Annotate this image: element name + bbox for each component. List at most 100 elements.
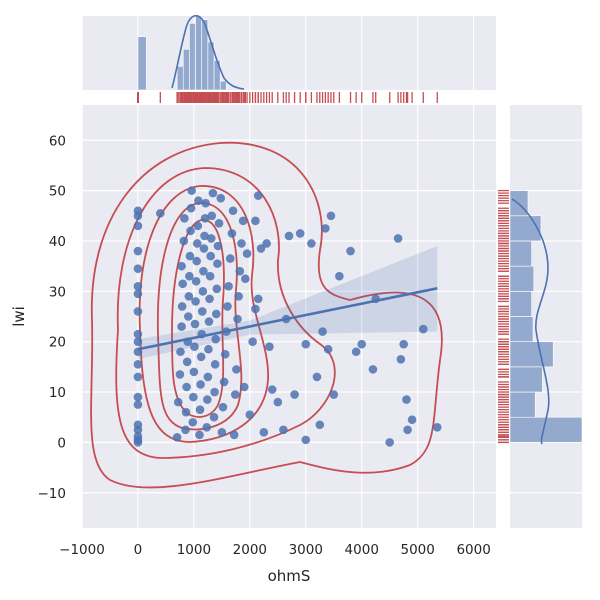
- scatter-point: [187, 186, 196, 195]
- top-hist-bar: [137, 36, 147, 91]
- scatter-point: [253, 294, 263, 304]
- y-tick-label: 10: [49, 385, 66, 401]
- scatter-point: [178, 279, 188, 289]
- scatter-point: [172, 433, 182, 442]
- scatter-point: [133, 206, 143, 216]
- scatter-point: [229, 430, 239, 440]
- scatter-point: [402, 395, 411, 404]
- scatter-point: [156, 208, 165, 218]
- scatter-point: [210, 387, 219, 397]
- scatter-point: [228, 206, 238, 216]
- scatter-point: [189, 367, 199, 377]
- scatter-point: [133, 289, 143, 299]
- scatter-point: [177, 302, 187, 311]
- scatter-point: [198, 287, 208, 296]
- scatter-point: [210, 360, 220, 369]
- top-kde-curve: [171, 15, 245, 90]
- scatter-point: [199, 244, 209, 253]
- scatter-point: [181, 407, 191, 417]
- regression-ci-band: [137, 246, 438, 360]
- scatter-point: [248, 337, 257, 346]
- scatter-point: [194, 196, 203, 205]
- kde-contour: [115, 167, 336, 459]
- scatter-point: [179, 236, 189, 246]
- scatter-point: [133, 360, 143, 369]
- scatter-point: [237, 239, 246, 248]
- scatter-point: [253, 191, 263, 200]
- scatter-point: [219, 377, 229, 387]
- scatter-point: [186, 203, 196, 213]
- scatter-point: [195, 430, 204, 440]
- y-axis-label: lwi: [10, 306, 28, 327]
- scatter-point: [265, 342, 274, 352]
- top-hist-bar: [176, 66, 184, 91]
- scatter-point: [432, 422, 442, 432]
- scatter-point: [418, 324, 428, 334]
- scatter-point: [204, 344, 213, 354]
- scatter-point: [202, 422, 212, 432]
- scatter-point: [181, 425, 190, 435]
- right-kde-curve: [511, 198, 550, 445]
- scatter-point: [218, 402, 228, 412]
- scatter-point: [301, 435, 311, 445]
- scatter-point: [201, 198, 210, 208]
- scatter-point: [192, 256, 201, 266]
- scatter-point: [220, 349, 230, 359]
- scatter-point: [175, 370, 185, 379]
- x-tick-label: 5000: [400, 542, 434, 558]
- scatter-point: [177, 261, 186, 271]
- scatter-point: [217, 428, 227, 437]
- scatter-point: [242, 249, 252, 258]
- regression-line: [137, 287, 438, 351]
- scatter-point: [182, 357, 192, 367]
- scatter-point: [133, 337, 143, 346]
- scatter-point: [186, 226, 195, 236]
- kde-contour: [138, 185, 269, 443]
- scatter-point: [211, 334, 221, 344]
- scatter-point: [173, 397, 183, 407]
- scatter-point: [133, 307, 143, 316]
- x-tick-label: −1000: [59, 542, 105, 558]
- scatter-point: [227, 229, 237, 238]
- scatter-point: [190, 342, 199, 352]
- scatter-point: [185, 271, 194, 281]
- scatter-point: [393, 234, 403, 243]
- scatter-point: [196, 352, 206, 362]
- right-hist-bar: [509, 240, 532, 267]
- scatter-point: [335, 271, 344, 281]
- scatter-point: [273, 397, 283, 407]
- y-tick-label: 60: [49, 133, 66, 149]
- scatter-point: [295, 229, 305, 238]
- y-tick-label: 20: [49, 335, 66, 351]
- scatter-point: [211, 309, 221, 319]
- scatter-point: [133, 246, 143, 256]
- right-hist-bar: [509, 215, 542, 242]
- scatter-point: [133, 400, 143, 409]
- scatter-point: [329, 390, 339, 399]
- scatter-point: [183, 312, 193, 321]
- top-hist-bar: [189, 23, 196, 91]
- scatter-point: [312, 372, 322, 382]
- scatter-point: [239, 382, 249, 392]
- scatter-point: [230, 390, 240, 399]
- scatter-point: [368, 365, 378, 374]
- scatter-point: [238, 216, 248, 226]
- scatter-point: [212, 284, 222, 294]
- scatter-point: [208, 188, 218, 198]
- scatter-point: [399, 339, 408, 349]
- scatter-point: [133, 392, 143, 402]
- top-hist-bar: [219, 80, 227, 91]
- scatter-point: [209, 412, 219, 422]
- scatter-point: [396, 355, 406, 364]
- scatter-point: [318, 327, 327, 336]
- scatter-point: [224, 281, 233, 291]
- scatter-point: [245, 410, 255, 419]
- scatter-point: [262, 239, 271, 248]
- scatter-point: [199, 266, 208, 276]
- scatter-point: [223, 302, 232, 311]
- scatter-point: [195, 405, 205, 414]
- scatter-point: [197, 307, 207, 316]
- x-tick-label: 3000: [289, 542, 323, 558]
- scatter-point: [213, 259, 222, 268]
